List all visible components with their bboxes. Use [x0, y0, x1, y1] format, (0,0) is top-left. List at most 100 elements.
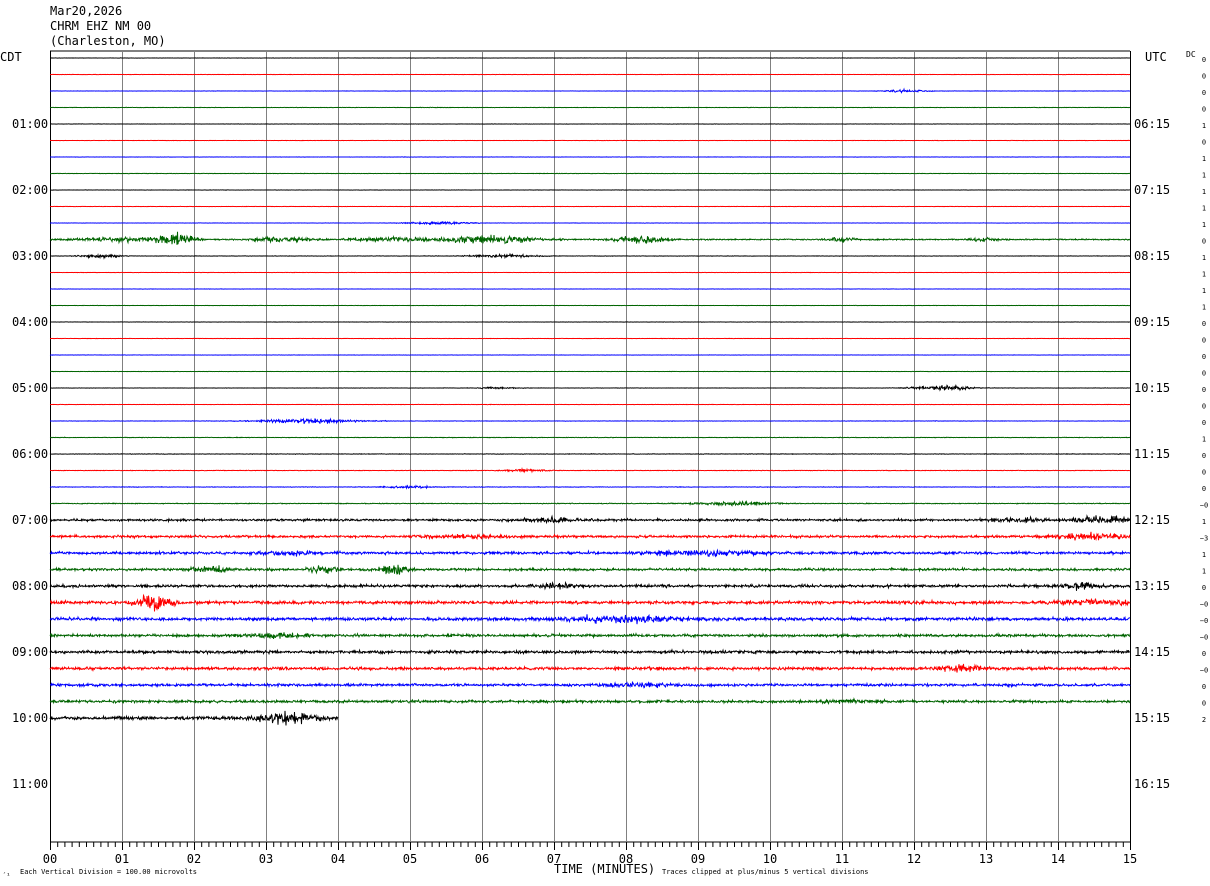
- dc-offset-value: 0: [1202, 419, 1206, 427]
- x-tick-label: 15: [1123, 852, 1137, 866]
- utc-hour-label: 10:15: [1134, 381, 1170, 395]
- dc-offset-value: 0: [1202, 584, 1206, 592]
- utc-hour-label: 14:15: [1134, 645, 1170, 659]
- plot-date: Mar20,2026: [50, 4, 122, 18]
- dc-offset-value: 0: [1202, 89, 1206, 97]
- cdt-hour-label: 10:00: [12, 711, 48, 725]
- utc-hour-label: 06:15: [1134, 117, 1170, 131]
- dc-offset-value: 0: [1202, 337, 1206, 345]
- dc-offset-value: −3: [1200, 535, 1208, 543]
- cdt-hour-label: 02:00: [12, 183, 48, 197]
- seismic-trace: [49, 453, 1131, 456]
- dc-offset-value: 0: [1202, 469, 1206, 477]
- x-tick-label: 13: [979, 852, 993, 866]
- x-tick-label: 09: [691, 852, 705, 866]
- dc-offset-value: 2: [1202, 716, 1206, 724]
- dc-offset-value: 0: [1202, 238, 1206, 246]
- dc-offset-value: 0: [1202, 370, 1206, 378]
- x-tick-label: 01: [115, 852, 129, 866]
- seismic-trace: [49, 697, 1131, 706]
- cdt-hour-label: 07:00: [12, 513, 48, 527]
- cdt-hour-labels: 01:00 02:00 03:00 04:00 05:00 06:00 07:00 08:00…: [12, 117, 48, 791]
- x-axis-label: TIME (MINUTES): [554, 862, 655, 876]
- utc-hour-label: 16:15: [1134, 777, 1170, 791]
- right-timezone-label: UTC: [1145, 50, 1167, 64]
- dc-offset-value: 0: [1202, 403, 1206, 411]
- dc-offset-value: −0: [1200, 601, 1208, 609]
- seismic-trace: [49, 231, 1131, 245]
- utc-hour-label: 09:15: [1134, 315, 1170, 329]
- seismic-trace: [49, 548, 1131, 558]
- seismic-traces: [49, 57, 1131, 726]
- x-tick-label: 02: [187, 852, 201, 866]
- dc-offset-value: 1: [1202, 172, 1206, 180]
- seismic-trace: [49, 593, 1131, 612]
- dc-offset-labels: 0 0 0 0 1 0 1 1 1 1 1 0 1 1 1 1 0 0 0 0 0 0 0 1 0 0 0 −0 1 −3 1 1 0 −0 −0 −…: [1200, 56, 1208, 724]
- scale-note: Each Vertical Division = 100.00 microvol…: [20, 868, 197, 876]
- x-axis-ticks: 00 01 02 03 04 05 06 07 08 09 10 11 12 13 14 15: [43, 852, 1137, 866]
- cdt-hour-label: 08:00: [12, 579, 48, 593]
- seismic-trace: [49, 580, 1131, 591]
- seismic-trace: [49, 663, 1131, 673]
- dc-offset-value: 0: [1202, 106, 1206, 114]
- seismic-trace: [49, 514, 1131, 525]
- seismic-trace: [49, 710, 339, 726]
- corner-mark: ´¹: [2, 872, 10, 880]
- dc-offset-value: 1: [1202, 271, 1206, 279]
- dc-offset-value: 1: [1202, 551, 1206, 559]
- seismic-trace: [49, 531, 1131, 542]
- dc-offset-value: 0: [1202, 386, 1206, 394]
- cdt-hour-label: 09:00: [12, 645, 48, 659]
- dc-offset-value: −0: [1200, 667, 1208, 675]
- dc-offset-value: 0: [1202, 485, 1206, 493]
- dc-offset-value: 1: [1202, 436, 1206, 444]
- dc-offset-value: −0: [1200, 617, 1208, 625]
- seismic-trace: [49, 484, 1131, 490]
- cdt-hour-label: 11:00: [12, 777, 48, 791]
- utc-hour-label: 15:15: [1134, 711, 1170, 725]
- utc-hour-label: 13:15: [1134, 579, 1170, 593]
- seismic-trace: [49, 87, 1131, 94]
- seismic-trace: [49, 417, 1131, 425]
- dc-offset-value: 1: [1202, 221, 1206, 229]
- utc-hour-label: 12:15: [1134, 513, 1170, 527]
- dc-offset-value: −0: [1200, 634, 1208, 642]
- dc-offset-value: 0: [1202, 683, 1206, 691]
- seismic-trace: [49, 681, 1131, 689]
- x-tick-label: 05: [403, 852, 417, 866]
- seismic-trace: [49, 106, 1131, 109]
- x-tick-label: 12: [907, 852, 921, 866]
- seismic-trace: [49, 172, 1131, 175]
- dc-offset-value: 1: [1202, 568, 1206, 576]
- cdt-hour-label: 05:00: [12, 381, 48, 395]
- seismic-trace: [49, 436, 1131, 439]
- seismic-trace: [49, 383, 1131, 392]
- dc-offset-value: 0: [1202, 139, 1206, 147]
- dc-offset-value: 1: [1202, 254, 1206, 262]
- x-tick-label: 14: [1051, 852, 1065, 866]
- dc-offset-value: 0: [1202, 353, 1206, 361]
- plot-location: (Charleston, MO): [50, 34, 166, 48]
- x-tick-label: 07: [547, 852, 561, 866]
- clip-note: Traces clipped at plus/minus 5 vertical …: [662, 868, 869, 876]
- dc-offset-value: 0: [1202, 650, 1206, 658]
- left-timezone-label: CDT: [0, 50, 22, 64]
- cdt-hour-label: 06:00: [12, 447, 48, 461]
- seismic-trace: [49, 648, 1131, 656]
- dc-offset-value: 0: [1202, 700, 1206, 708]
- plot-station: CHRM EHZ NM 00: [50, 19, 151, 33]
- utc-hour-labels: 06:15 07:15 08:15 09:15 10:15 11:15 12:15 13:15…: [1134, 117, 1170, 791]
- x-tick-label: 00: [43, 852, 57, 866]
- cdt-hour-label: 01:00: [12, 117, 48, 131]
- dc-offset-value: 1: [1202, 155, 1206, 163]
- seismic-trace: [49, 252, 1131, 260]
- x-tick-label: 03: [259, 852, 273, 866]
- dc-offset-value: 0: [1202, 56, 1206, 64]
- dc-offset-value: 1: [1202, 304, 1206, 312]
- seismic-trace: [49, 631, 1131, 640]
- dc-offset-value: 0: [1202, 452, 1206, 460]
- cdt-hour-label: 04:00: [12, 315, 48, 329]
- seismic-trace: [49, 613, 1131, 625]
- x-tick-label: 08: [619, 852, 633, 866]
- dc-offset-value: 1: [1202, 287, 1206, 295]
